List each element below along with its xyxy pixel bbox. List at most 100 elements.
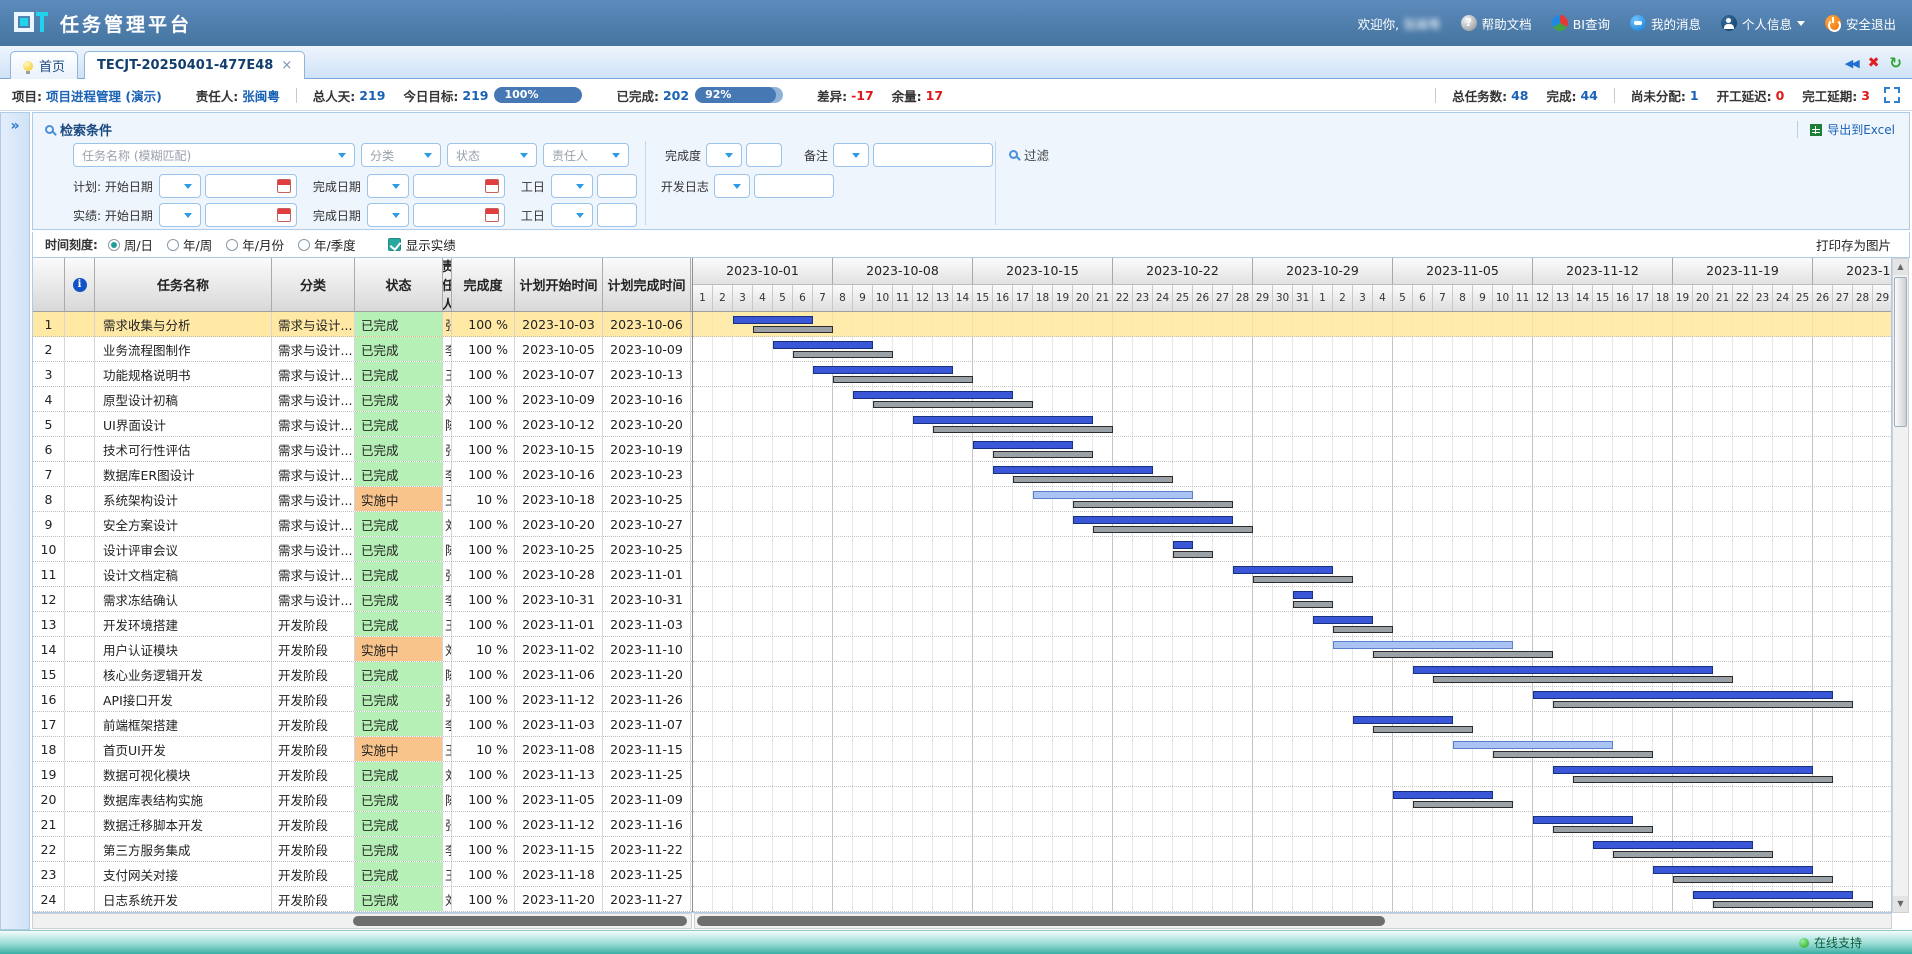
table-row[interactable]: 19 数据可视化模块 开发阶段 已完成 刘 100 % 2023-11-13 2… — [33, 762, 692, 787]
help-docs-button[interactable]: ? 帮助文档 — [1460, 14, 1532, 33]
refresh-icon[interactable]: ↻ — [1889, 54, 1902, 72]
row-info-cell[interactable] — [65, 737, 95, 761]
table-row[interactable]: 4 原型设计初稿 需求与设计... 已完成 刘 100 % 2023-10-09… — [33, 387, 692, 412]
gantt-row[interactable] — [693, 337, 1891, 362]
gantt-plan-bar[interactable] — [1693, 891, 1853, 899]
row-info-cell[interactable] — [65, 387, 95, 411]
row-info-cell[interactable] — [65, 812, 95, 836]
table-row[interactable]: 12 需求冻结确认 需求与设计... 已完成 李 100 % 2023-10-3… — [33, 587, 692, 612]
table-horizontal-scrollbar[interactable] — [32, 913, 692, 929]
actual-workday-operator[interactable] — [550, 203, 593, 227]
task-name-cell[interactable]: 数据库ER图设计 — [95, 462, 272, 486]
gantt-plan-bar[interactable] — [1293, 591, 1313, 599]
task-name-cell[interactable]: 首页UI开发 — [95, 737, 272, 761]
collapse-sidebar-strip[interactable]: » — [0, 112, 30, 930]
gantt-actual-bar[interactable] — [833, 376, 973, 383]
plan-start-date-input[interactable] — [204, 174, 297, 198]
gantt-actual-bar[interactable] — [1553, 826, 1653, 833]
task-name-cell[interactable]: 需求收集与分析 — [95, 312, 272, 336]
row-info-cell[interactable] — [65, 562, 95, 586]
table-row[interactable]: 13 开发环境搭建 开发阶段 已完成 王 100 % 2023-11-01 20… — [33, 612, 692, 637]
row-info-cell[interactable] — [65, 837, 95, 861]
task-name-cell[interactable]: 开发环境搭建 — [95, 612, 272, 636]
row-info-cell[interactable] — [65, 762, 95, 786]
gantt-actual-bar[interactable] — [1433, 676, 1733, 683]
task-name-cell[interactable]: 数据库表结构实施 — [95, 787, 272, 811]
table-row[interactable]: 15 核心业务逻辑开发 开发阶段 已完成 陈 100 % 2023-11-06 … — [33, 662, 692, 687]
gantt-row[interactable] — [693, 887, 1891, 912]
gantt-row[interactable] — [693, 637, 1891, 662]
gantt-row[interactable] — [693, 437, 1891, 462]
table-row[interactable]: 6 技术可行性评估 需求与设计... 已完成 张 100 % 2023-10-1… — [33, 437, 692, 462]
gantt-row[interactable] — [693, 737, 1891, 762]
task-name-cell[interactable]: 核心业务逻辑开发 — [95, 662, 272, 686]
task-name-cell[interactable]: 数据迁移脚本开发 — [95, 812, 272, 836]
row-info-cell[interactable] — [65, 712, 95, 736]
row-info-cell[interactable] — [65, 337, 95, 361]
row-info-cell[interactable] — [65, 662, 95, 686]
row-info-cell[interactable] — [65, 862, 95, 886]
calendar-icon[interactable] — [484, 208, 499, 222]
gantt-actual-bar[interactable] — [933, 426, 1113, 433]
gantt-row[interactable] — [693, 662, 1891, 687]
calendar-icon[interactable] — [276, 208, 291, 222]
gantt-plan-bar[interactable] — [813, 366, 953, 374]
task-name-input[interactable]: 任务名称 (模糊匹配) — [73, 143, 355, 167]
timescale-option-3[interactable]: 年/季度 — [297, 235, 356, 254]
gantt-actual-bar[interactable] — [1573, 776, 1833, 783]
tab-close-icon[interactable]: × — [281, 58, 293, 73]
gantt-actual-bar[interactable] — [1413, 801, 1513, 808]
close-all-icon[interactable]: ✖ — [1867, 55, 1880, 71]
gantt-actual-bar[interactable] — [793, 351, 893, 358]
table-row[interactable]: 24 日志系统开发 开发阶段 已完成 刘 100 % 2023-11-20 20… — [33, 887, 692, 912]
table-row[interactable]: 11 设计文档定稿 需求与设计... 已完成 张 100 % 2023-10-2… — [33, 562, 692, 587]
gantt-actual-bar[interactable] — [1493, 751, 1653, 758]
grid-vertical-scrollbar[interactable]: ▲ ▼ — [1892, 258, 1909, 913]
table-row[interactable]: 5 UI界面设计 需求与设计... 已完成 陈 100 % 2023-10-12… — [33, 412, 692, 437]
col-pct[interactable]: 完成度 — [452, 258, 515, 311]
my-messages-button[interactable]: 我的消息 — [1629, 14, 1701, 33]
row-info-cell[interactable] — [65, 362, 95, 386]
gantt-row[interactable] — [693, 762, 1891, 787]
task-name-cell[interactable]: 功能规格说明书 — [95, 362, 272, 386]
pct-value-input[interactable] — [746, 143, 783, 167]
row-info-cell[interactable] — [65, 437, 95, 461]
logout-button[interactable]: 安全退出 — [1824, 14, 1896, 33]
tab-active-project[interactable]: TECJT-20250401-477E48 × — [84, 51, 306, 79]
row-info-cell[interactable] — [65, 512, 95, 536]
timescale-option-0[interactable]: 周/日 — [107, 235, 153, 254]
plan-end-operator[interactable] — [366, 174, 409, 198]
table-row[interactable]: 14 用户认证模块 开发阶段 实施中 刘 10 % 2023-11-02 202… — [33, 637, 692, 662]
table-row[interactable]: 10 设计评审会议 需求与设计... 已完成 陈 100 % 2023-10-2… — [33, 537, 692, 562]
gantt-plan-bar[interactable] — [773, 341, 873, 349]
col-task-name[interactable]: 任务名称 — [95, 258, 272, 311]
gantt-row[interactable] — [693, 487, 1891, 512]
gantt-plan-bar[interactable] — [1553, 766, 1813, 774]
gantt-row[interactable] — [693, 462, 1891, 487]
devlog-input[interactable] — [753, 174, 834, 198]
gantt-row[interactable] — [693, 862, 1891, 887]
task-name-cell[interactable]: 设计评审会议 — [95, 537, 272, 561]
task-name-cell[interactable]: 第三方服务集成 — [95, 837, 272, 861]
gantt-plan-bar[interactable] — [1333, 641, 1513, 649]
plan-end-date-input[interactable] — [412, 174, 505, 198]
gantt-plan-bar[interactable] — [1033, 491, 1193, 499]
gantt-actual-bar[interactable] — [753, 326, 833, 333]
table-row[interactable]: 2 业务流程图制作 需求与设计... 已完成 李 100 % 2023-10-0… — [33, 337, 692, 362]
online-support-button[interactable]: 在线支持 — [1798, 934, 1862, 951]
gantt-actual-bar[interactable] — [1073, 501, 1233, 508]
scroll-down-arrow[interactable]: ▼ — [1893, 896, 1908, 912]
task-name-cell[interactable]: 需求冻结确认 — [95, 587, 272, 611]
task-name-cell[interactable]: API接口开发 — [95, 687, 272, 711]
fullscreen-expand-icon[interactable] — [1884, 87, 1900, 103]
gantt-actual-bar[interactable] — [1293, 601, 1333, 608]
gantt-row[interactable] — [693, 537, 1891, 562]
gantt-horizontal-scrollbar[interactable] — [694, 913, 1892, 929]
gantt-actual-bar[interactable] — [1373, 726, 1473, 733]
gantt-plan-bar[interactable] — [1533, 691, 1833, 699]
gantt-hscroll-thumb[interactable] — [697, 916, 1385, 926]
gantt-plan-bar[interactable] — [1393, 791, 1493, 799]
gantt-row[interactable] — [693, 787, 1891, 812]
gantt-plan-bar[interactable] — [1453, 741, 1613, 749]
gantt-actual-bar[interactable] — [1613, 851, 1773, 858]
